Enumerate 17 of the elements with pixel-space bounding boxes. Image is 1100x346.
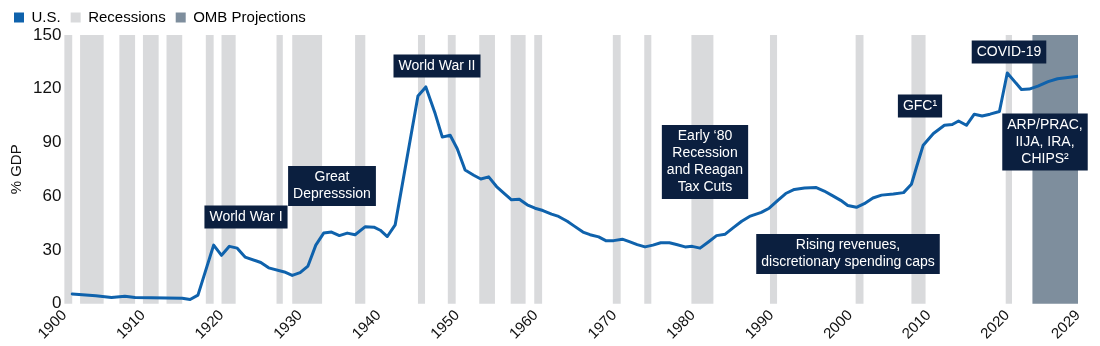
annotation: Great Depresssion (293, 168, 371, 202)
annotation: GFC¹ (902, 96, 938, 113)
y-tick-label: 90 (42, 132, 62, 152)
y-tick-label: 30 (42, 239, 62, 259)
y-tick-label: 150 (32, 24, 62, 44)
y-axis-title: % GDP (7, 144, 25, 195)
annotation: World War I (209, 207, 283, 224)
legend-label: U.S. (31, 7, 61, 25)
annotation: World War II (398, 56, 476, 73)
y-tick-label: 60 (42, 185, 62, 205)
legend-label: Recessions (88, 7, 166, 25)
annotation: COVID-19 (976, 42, 1042, 59)
annotation: Rising revenues, discretionary spending caps (761, 236, 935, 270)
y-tick-label: 120 (32, 78, 62, 98)
annotation: Early ‘80 Recession and Reagan Tax Cuts (666, 127, 744, 195)
legend-label: OMB Projections (193, 7, 306, 25)
annotation: ARP/PRAC, IIJA, IRA, CHIPS² (1007, 115, 1083, 166)
